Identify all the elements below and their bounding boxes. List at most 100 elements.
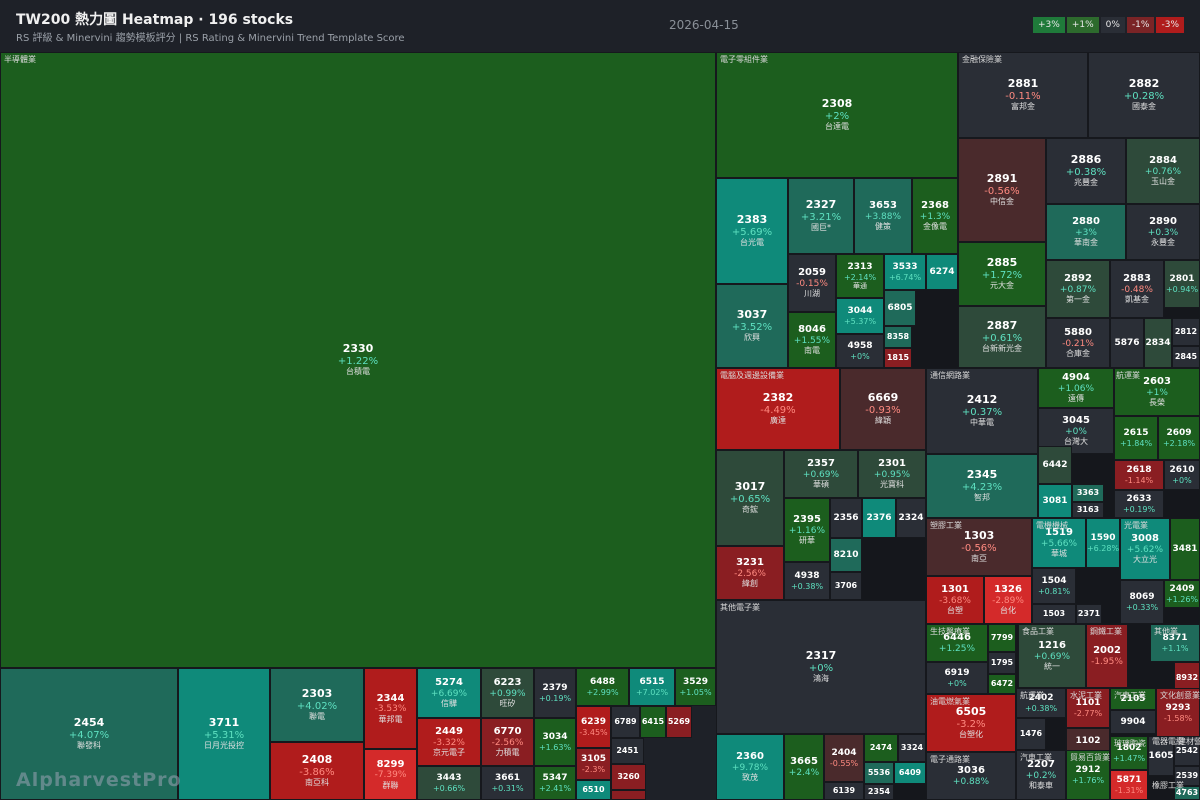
stock-tile[interactable]: 2609 +2.18% (1158, 416, 1200, 460)
stock-tile[interactable]: 6415 (640, 706, 666, 738)
stock-tile[interactable]: 3260 (611, 764, 646, 790)
stock-tile[interactable]: 2324 (896, 498, 926, 538)
stock-tile[interactable]: 8358 (884, 326, 912, 348)
stock-tile[interactable]: 2002 -1.95% (1086, 624, 1128, 688)
stock-tile[interactable]: 3036 +0.88% (926, 752, 1016, 800)
stock-tile[interactable]: 9293 -1.58% (1156, 688, 1200, 738)
stock-tile[interactable]: 2615 +1.84% (1114, 416, 1158, 460)
stock-tile[interactable]: 3481 (1170, 518, 1200, 580)
stock-tile[interactable]: 3231 -2.56% 緯創 (716, 546, 784, 600)
stock-tile[interactable]: 3443 +0.66% (417, 766, 481, 800)
stock-tile[interactable]: 2834 (1144, 318, 1172, 368)
stock-tile[interactable]: 2891 -0.56% 中信金 (958, 138, 1046, 242)
stock-tile[interactable]: 2395 +1.16% 研華 (784, 498, 830, 562)
stock-tile[interactable]: 6789 (611, 706, 640, 738)
stock-tile[interactable]: 1519 +5.66% 華城 (1032, 518, 1086, 568)
stock-tile[interactable]: 4938 +0.38% (784, 562, 830, 600)
stock-tile[interactable]: 6669 -0.93% 緯穎 (840, 368, 926, 450)
stock-tile[interactable]: 6274 (926, 254, 958, 290)
stock-tile[interactable]: 6442 (1038, 446, 1072, 484)
stock-tile[interactable]: 3105 -2.3% (576, 748, 611, 780)
stock-tile[interactable]: 3363 (1072, 484, 1104, 502)
stock-tile[interactable]: 2356 (830, 498, 862, 538)
stock-tile[interactable]: 1303 -0.56% 南亞 (926, 518, 1032, 576)
stock-tile[interactable]: 6505 -3.2% 台塑化 (926, 694, 1016, 752)
stock-tile[interactable]: 2812 (1172, 318, 1200, 346)
stock-tile[interactable]: 2360 +9.78% 致茂 (716, 734, 784, 800)
stock-tile[interactable]: 3665 +2.4% (784, 734, 824, 800)
stock-tile[interactable]: 2409 +1.26% (1164, 580, 1200, 608)
stock-tile[interactable]: 6409 (894, 762, 926, 784)
stock-tile[interactable]: 2313 +2.14% 華通 (836, 254, 884, 298)
stock-tile[interactable]: 2383 +5.69% 台光電 (716, 178, 788, 284)
stock-tile[interactable]: 3661 +0.31% (481, 766, 534, 800)
stock-tile[interactable]: 1590 +6.28% (1086, 518, 1120, 568)
stock-tile[interactable]: 2330 +1.22% 台積電 (0, 52, 716, 668)
stock-tile[interactable]: 2308 +2% 台達電 (716, 52, 958, 178)
stock-tile[interactable]: 3163 (1072, 502, 1104, 518)
stock-tile[interactable]: 2603 +1% 長榮 (1114, 368, 1200, 416)
stock-tile[interactable]: 2105 (1110, 688, 1156, 710)
stock-tile[interactable]: 2301 +0.95% 光寶科 (858, 450, 926, 498)
stock-tile[interactable]: 3706 (830, 572, 862, 600)
stock-tile[interactable]: 8371 +1.1% (1150, 624, 1200, 662)
stock-tile[interactable]: 5876 (1110, 318, 1144, 368)
stock-tile[interactable]: 6472 (988, 674, 1016, 694)
stock-tile[interactable]: 2892 +0.87% 第一金 (1046, 260, 1110, 318)
stock-tile[interactable]: 1795 (988, 652, 1016, 674)
stock-tile[interactable]: 3034 +1.63% (534, 718, 576, 766)
stock-tile[interactable]: 2376 (862, 498, 896, 538)
stock-tile[interactable]: 6139 (824, 782, 864, 800)
stock-tile[interactable]: 3081 (1038, 484, 1072, 518)
stock-tile[interactable]: 2883 -0.48% 凱基金 (1110, 260, 1164, 318)
stock-tile[interactable]: 2885 +1.72% 元大金 (958, 242, 1046, 306)
stock-tile[interactable]: 2303 +4.02% 聯電 (270, 668, 364, 742)
stock-tile[interactable]: 2207 +0.2% 和泰車 (1016, 750, 1066, 800)
stock-tile[interactable]: 2845 (1172, 346, 1200, 368)
stock-tile[interactable]: 9904 (1110, 710, 1156, 734)
stock-tile[interactable]: 2633 +0.19% (1114, 490, 1164, 518)
stock-tile[interactable]: 2357 +0.69% 華碩 (784, 450, 858, 498)
stock-tile[interactable]: 1326 -2.89% 台化 (984, 576, 1032, 624)
stock-tile[interactable]: 2379 +0.19% (534, 668, 576, 718)
stock-tile[interactable]: 2408 -3.86% 南亞科 (270, 742, 364, 800)
stock-tile[interactable]: 6515 +7.02% (629, 668, 675, 706)
stock-tile[interactable]: 2801 +0.94% (1164, 260, 1200, 308)
stock-tile[interactable]: 1815 (884, 348, 912, 368)
stock-tile[interactable]: 2454 +4.07% 聯發科 (0, 668, 178, 800)
stock-tile[interactable]: 6223 +0.99% 旺矽 (481, 668, 534, 718)
stock-tile[interactable]: 3653 +3.88% 健策 (854, 178, 912, 254)
stock-tile[interactable]: 2451 (611, 738, 644, 764)
stock-tile[interactable]: 2474 (864, 734, 898, 762)
stock-tile[interactable]: 2912 +1.76% (1066, 750, 1110, 800)
stock-tile[interactable]: 2539 (1174, 766, 1200, 786)
stock-tile[interactable]: 1216 +0.69% 統一 (1018, 624, 1086, 688)
stock-tile[interactable]: 2887 +0.61% 台新新光金 (958, 306, 1046, 368)
stock-tile[interactable]: 3044 +5.37% (836, 298, 884, 334)
stock-tile[interactable]: 5274 +6.69% 信驊 (417, 668, 481, 718)
stock-tile[interactable]: 8069 +0.33% (1120, 580, 1164, 624)
stock-tile[interactable]: 1101 -2.77% (1066, 688, 1110, 728)
stock-tile[interactable]: 2880 +3% 華南金 (1046, 204, 1126, 260)
stock-tile[interactable]: 2371 (1076, 604, 1102, 624)
stock-tile[interactable]: 5347 +2.41% (534, 766, 576, 800)
stock-tile[interactable]: 8046 +1.55% 南電 (788, 312, 836, 368)
stock-tile[interactable]: 6919 +0% (926, 662, 988, 694)
stock-tile[interactable]: 1301 -3.68% 台塑 (926, 576, 984, 624)
stock-tile[interactable]: 2404 -0.55% (824, 734, 864, 782)
stock-tile[interactable]: 3533 +6.74% (884, 254, 926, 290)
stock-tile[interactable]: 2402 +0.38% (1016, 688, 1066, 718)
stock-tile[interactable]: 7799 (988, 624, 1016, 652)
stock-tile[interactable]: 6446 +1.25% (926, 624, 988, 662)
stock-tile[interactable]: 2368 +1.3% 金像電 (912, 178, 958, 254)
stock-tile[interactable]: 6805 (884, 290, 916, 326)
stock-tile[interactable]: 1503 (1032, 604, 1076, 624)
stock-tile[interactable]: 4904 +1.06% 遠傳 (1038, 368, 1114, 408)
stock-tile[interactable]: 2354 (864, 784, 894, 800)
stock-tile[interactable]: 6510 (576, 780, 611, 800)
stock-tile[interactable]: 2542 (1174, 736, 1200, 766)
stock-tile[interactable]: 2882 +0.28% 國泰金 (1088, 52, 1200, 138)
stock-tile[interactable]: 1476 (1016, 718, 1046, 750)
stock-tile[interactable]: 5880 -0.21% 合庫金 (1046, 318, 1110, 368)
stock-tile[interactable]: 2449 -3.32% 京元電子 (417, 718, 481, 766)
